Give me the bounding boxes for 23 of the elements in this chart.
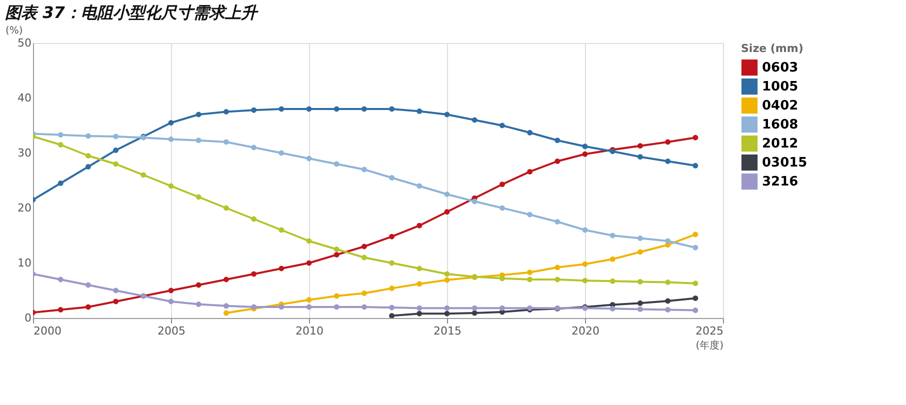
legend-title: Size (mm) [741,42,804,55]
y-tick-label: 40 [18,92,32,104]
x-tick-label: 2000 [34,324,62,338]
x-tick-label: 2005 [158,324,186,338]
x-axis-title: (年度) [696,340,724,352]
chart-title: 图表 37：电阻小型化尺寸需求上升 [5,3,259,22]
y-axis-title: (%) [6,26,23,36]
y-tick-label: 0 [24,312,32,324]
x-tick-label: 2020 [572,324,600,338]
x-tick-label: 2015 [434,324,462,338]
legend-label: 0402 [762,98,798,114]
y-tick-label: 20 [18,202,32,214]
legend-label: 1608 [762,118,798,132]
y-tick-label: 50 [18,36,32,50]
x-tick-label: 2025 [696,324,724,338]
y-tick-label: 10 [18,256,32,270]
legend-label: 3216 [762,174,798,190]
y-tick-label: 30 [18,146,32,160]
legend-label: 1005 [762,80,798,94]
legend-label: 03015 [762,156,808,170]
legend-label: 2012 [762,136,798,152]
x-tick-label: 2010 [296,324,324,338]
legend-label: 0603 [762,60,798,76]
